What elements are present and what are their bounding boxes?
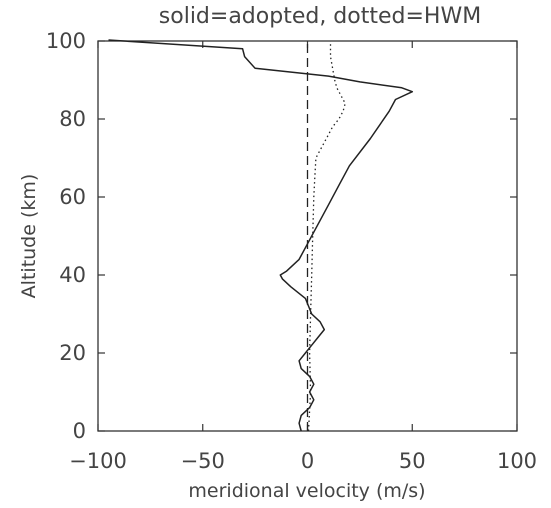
chart-title: solid=adopted, dotted=HWM — [159, 4, 481, 29]
y-axis-label: Altitude (km) — [18, 174, 40, 299]
x-tick-label: 50 — [399, 449, 426, 473]
y-tick-label: 100 — [46, 29, 86, 53]
y-tick-label: 80 — [59, 107, 86, 131]
y-tick-label: 60 — [59, 185, 86, 209]
x-tick-label: −50 — [181, 449, 225, 473]
y-tick-label: 0 — [73, 419, 86, 443]
x-tick-label: 0 — [301, 449, 314, 473]
y-tick-label: 20 — [59, 341, 86, 365]
y-tick-label: 40 — [59, 263, 86, 287]
x-tick-label: −100 — [69, 449, 127, 473]
series-layer — [108, 39, 414, 432]
series-solid-line — [108, 39, 414, 432]
x-axis-label: meridional velocity (m/s) — [188, 480, 425, 502]
x-tick-label: 100 — [497, 449, 537, 473]
axis-ticks: −100 −50 0 50 100 0 20 40 60 80 100 — [46, 29, 537, 473]
series-dotted-line — [307, 41, 346, 432]
